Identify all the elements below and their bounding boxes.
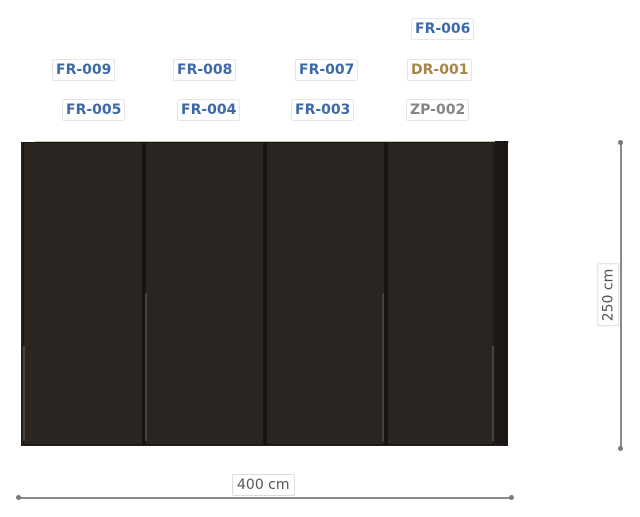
component-tag-fr-009[interactable]: FR-009 xyxy=(52,59,116,81)
dimension-endpoint xyxy=(16,495,21,500)
height-dimension-label: 250 cm xyxy=(597,263,620,327)
component-tag-zp-002[interactable]: ZP-002 xyxy=(406,99,470,121)
door-seam xyxy=(264,142,266,445)
height-dimension-line xyxy=(620,142,622,448)
component-tag-fr-007[interactable]: FR-007 xyxy=(295,59,359,81)
wardrobe-side-panel xyxy=(495,141,508,445)
dimension-endpoint xyxy=(618,446,623,451)
wardrobe-door-3[interactable] xyxy=(266,142,385,445)
door-seam xyxy=(385,142,387,445)
door-handle xyxy=(382,293,384,441)
component-tag-dr-001[interactable]: DR-001 xyxy=(407,59,473,81)
wardrobe-door-2[interactable] xyxy=(145,142,264,445)
component-tag-fr-006[interactable]: FR-006 xyxy=(411,18,475,40)
wardrobe-preview[interactable] xyxy=(21,141,509,446)
wardrobe-door-4[interactable] xyxy=(387,142,494,445)
component-tag-fr-004[interactable]: FR-004 xyxy=(177,99,241,121)
door-handle xyxy=(492,346,494,441)
wardrobe-door-1[interactable] xyxy=(23,142,143,445)
door-handle xyxy=(23,346,25,441)
dimension-endpoint xyxy=(509,495,514,500)
component-tag-fr-003[interactable]: FR-003 xyxy=(291,99,355,121)
component-tag-fr-005[interactable]: FR-005 xyxy=(62,99,126,121)
door-seam xyxy=(143,142,145,445)
component-tag-fr-008[interactable]: FR-008 xyxy=(173,59,237,81)
width-dimension-label: 400 cm xyxy=(232,474,295,496)
dimension-endpoint xyxy=(618,140,623,145)
width-dimension-line xyxy=(18,497,511,499)
door-handle xyxy=(145,293,147,441)
